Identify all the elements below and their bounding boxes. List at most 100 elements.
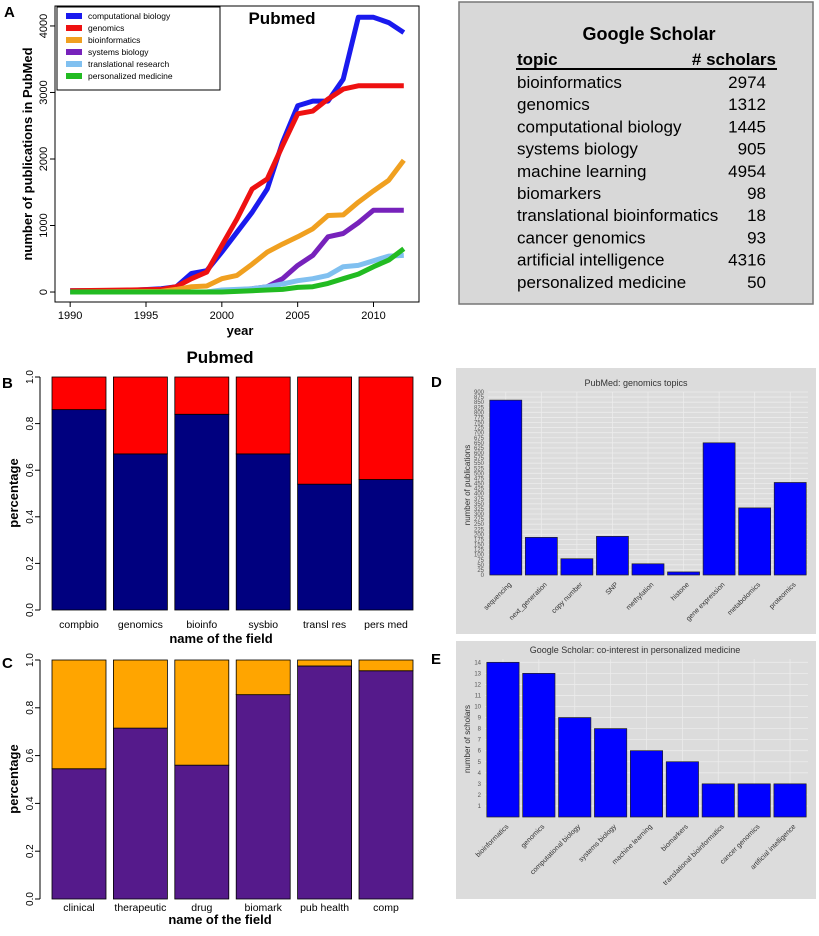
- y-tick-label: 150: [474, 543, 485, 549]
- y-tick-label: 875: [474, 395, 485, 401]
- bar-bottom-clinical: [51, 768, 107, 900]
- bar-bottom-therapeutic: [113, 727, 168, 900]
- y-tick-label: 3: [478, 782, 482, 788]
- y-tick-label: 5: [478, 760, 482, 766]
- panel-b-bars: [51, 376, 414, 611]
- bar-histone: [667, 571, 700, 576]
- panel-b-y-label: percentage: [6, 458, 21, 527]
- panel-a-y-ticks: 0 1000 2000 3000 4000: [38, 14, 55, 295]
- panel-f-title: Google Scholar: [582, 24, 715, 44]
- line-genomics: [70, 83, 404, 294]
- panel-e-title: Google Scholar: co-interest in personali…: [530, 645, 741, 655]
- table-count-biomarkers: 98: [747, 184, 766, 203]
- panel-f-box: [458, 1, 814, 305]
- y-tick-label: 12: [474, 682, 481, 688]
- panel-e-y-label: number of scholars: [463, 705, 472, 773]
- y-tick-label: 0: [38, 289, 50, 295]
- x-tick-label: 1990: [58, 310, 82, 322]
- table-topic-artificial-intelligence: artificial intelligence: [517, 251, 664, 270]
- x-tick-label-biomark: biomark: [245, 902, 283, 914]
- y-tick-label: 0.8: [25, 700, 36, 714]
- table-count-personalized-medicine: 50: [747, 273, 766, 292]
- bar-bioinformatics: [486, 661, 520, 818]
- table-topic-computational-biology: computational biology: [517, 117, 682, 136]
- legend-label-genomics: genomics: [88, 23, 124, 33]
- y-tick-label: 7: [478, 738, 482, 744]
- panel-c-y-ticks: 0.0 0.2 0.4 0.6 0.8 1.0: [25, 653, 41, 906]
- bar-bottom-compbio: [51, 409, 107, 611]
- y-tick-label: 4: [478, 771, 482, 777]
- bar-proteomics: [773, 482, 807, 576]
- y-tick-label: 625: [474, 446, 485, 452]
- table-count-genomics: 1312: [728, 95, 766, 114]
- panel-b-y-ticks: 0.0 0.2 0.4 0.6 0.8 1.0: [25, 370, 41, 617]
- bar-biomarkers: [665, 761, 699, 818]
- bar-methylation: [631, 563, 665, 576]
- y-tick-label: 500: [474, 471, 485, 477]
- y-tick-label: 600: [474, 451, 485, 457]
- bar-bottom-comp: [358, 670, 414, 900]
- table-count-bioinformatics: 2974: [728, 73, 766, 92]
- panel-a-series-lines: [70, 14, 406, 295]
- bar-bottom-sysbio: [235, 453, 291, 611]
- panel-e-bars: [486, 661, 807, 818]
- y-tick-label: 550: [474, 461, 485, 467]
- panel-letter-a: A: [4, 4, 15, 21]
- bar-top-therapeutic: [113, 659, 168, 729]
- bar-genomics: [522, 673, 556, 818]
- bar-bottom-genomics: [113, 453, 168, 611]
- y-tick-label: 0: [481, 573, 485, 579]
- y-tick-label: 475: [474, 476, 485, 482]
- y-tick-label: 0.8: [25, 416, 36, 430]
- bar-top-bioinfo: [174, 376, 230, 415]
- bar-top-sysbio: [235, 376, 291, 455]
- y-tick-label: 0.0: [25, 892, 36, 906]
- y-tick-label: 900: [474, 390, 485, 396]
- table-topic-translational-bioinformatics: translational bioinformatics: [517, 206, 718, 225]
- x-tick-label: 2005: [285, 310, 309, 322]
- y-tick-label: 1.0: [25, 653, 36, 667]
- y-tick-label: 1.0: [25, 370, 36, 384]
- y-tick-label: 225: [474, 527, 485, 533]
- bar-bottom-biomark: [235, 694, 291, 900]
- table-topic-biomarkers: biomarkers: [517, 184, 601, 203]
- panel-f-col-topic: topic: [517, 50, 558, 69]
- panel-c-bars: [51, 659, 414, 900]
- y-tick-label: 825: [474, 405, 485, 411]
- y-tick-label: 700: [474, 431, 485, 437]
- panel-d-title: PubMed: genomics topics: [584, 378, 688, 388]
- y-tick-label: 0.6: [25, 748, 36, 762]
- bar-machine-learning: [629, 750, 663, 818]
- panel-letter-e: E: [431, 651, 441, 668]
- legend-label-bioinformatics: bioinformatics: [88, 35, 140, 45]
- x-tick-label-pers-med: pers med: [364, 619, 408, 631]
- panel-b-x-ticks: compbio genomics bioinfo sysbio transl res pe…: [59, 619, 408, 631]
- bar-bottom-drug: [174, 764, 230, 900]
- table-count-cancer-genomics: 93: [747, 228, 766, 247]
- bar-metabolomics: [738, 507, 772, 576]
- bar-top-clinical: [51, 659, 107, 770]
- x-tick-label-sysbio: sysbio: [248, 619, 278, 631]
- panel-d-bar-chart: PubMed: genomics topics 0255075100125150…: [456, 368, 816, 634]
- table-topic-bioinformatics: bioinformatics: [517, 73, 622, 92]
- line-personalized-medicine: [70, 246, 406, 295]
- y-tick-label: 25: [477, 568, 484, 574]
- x-tick-label-comp: comp: [373, 902, 399, 914]
- bar-bottom-pub-health: [297, 665, 353, 900]
- y-tick-label: 0.2: [25, 556, 36, 570]
- bar-copy-number: [560, 558, 594, 576]
- y-tick-label: 650: [474, 441, 485, 447]
- legend-label-systems-biology: systems biology: [88, 47, 149, 57]
- bar-top-pers-med: [358, 376, 414, 480]
- y-tick-label: 275: [474, 517, 485, 523]
- panel-a-y-label: number of publications in PubMed: [20, 47, 35, 260]
- panel-letter-b: B: [2, 375, 13, 392]
- bar-top-genomics: [113, 376, 168, 455]
- y-tick-label: 725: [474, 426, 485, 432]
- y-tick-label: 350: [474, 502, 485, 508]
- x-tick-label-clinical: clinical: [63, 902, 95, 914]
- panel-e-bar-chart: Google Scholar: co-interest in personali…: [456, 641, 816, 899]
- bar-computational-biology: [558, 717, 592, 818]
- bar-cancer-genomics: [737, 783, 771, 818]
- y-tick-label: 325: [474, 507, 485, 513]
